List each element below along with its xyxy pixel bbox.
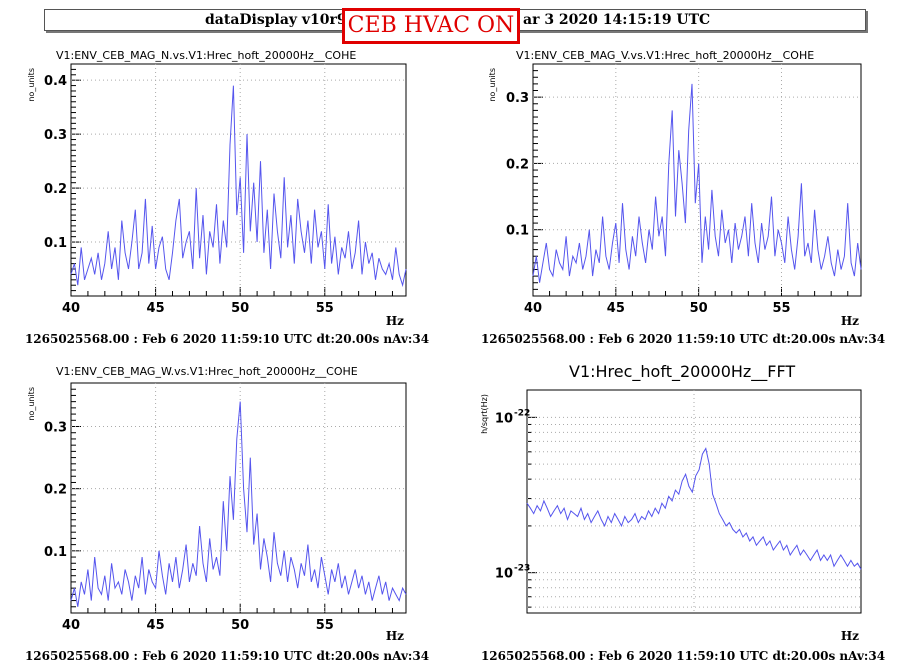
time-stamp-footer: 1265025568.00 : Feb 6 2020 11:59:10 UTC …	[481, 649, 885, 663]
x-tick-label: 55	[772, 301, 790, 316]
y-tick-label: 0.1	[44, 545, 67, 560]
y-tick-label: 0.3	[506, 91, 529, 106]
x-tick-label: 50	[231, 301, 249, 316]
y-tick-label: 0.2	[44, 182, 67, 197]
plot-title: V1:ENV_CEB_MAG_V.vs.V1:Hrec_hoft_20000Hz…	[516, 49, 814, 62]
y-tick-label: 0.2	[44, 483, 67, 498]
y-tick-label-base: 10	[495, 411, 513, 426]
hvac-status-stamp: CEB HVAC ON	[342, 8, 520, 44]
y-tick-label-base: 10	[495, 567, 513, 582]
y-tick-label-exponent: -23	[514, 564, 530, 574]
x-tick-label: 45	[607, 301, 625, 316]
x-axis-unit: Hz	[386, 314, 404, 328]
y-tick-label: 0.2	[506, 157, 529, 172]
y-tick-label-exponent: -22	[514, 408, 530, 418]
x-tick-label: 40	[62, 618, 80, 633]
y-tick-label: 0.4	[44, 74, 67, 89]
x-tick-label: 40	[524, 301, 542, 316]
x-axis-unit: Hz	[386, 629, 404, 643]
y-tick-label: 0.1	[44, 236, 67, 251]
time-stamp-footer: 1265025568.00 : Feb 6 2020 11:59:10 UTC …	[25, 332, 429, 346]
x-tick-label: 55	[316, 618, 334, 633]
x-tick-label: 55	[316, 301, 334, 316]
series-trace	[70, 85, 407, 288]
y-axis-label: no_units	[27, 68, 36, 102]
chart-panel-3: 40 45 50 55 0.1 0.2 0.3 V1:ENV_CEB_MAG_W.vs.V1:…	[25, 365, 429, 663]
y-axis-label: no_units	[488, 68, 497, 102]
time-stamp-footer: 1265025568.00 : Feb 6 2020 11:59:10 UTC …	[25, 649, 429, 663]
y-axis-label: no_units	[27, 387, 36, 421]
series-trace	[70, 401, 407, 607]
x-axis-unit: Hz	[841, 314, 859, 328]
x-axis-unit: Hz	[841, 629, 859, 643]
y-tick-label: 0.1	[506, 224, 529, 239]
x-tick-label: 50	[231, 618, 249, 633]
x-tick-label: 50	[690, 301, 708, 316]
time-stamp-footer: 1265025568.00 : Feb 6 2020 11:59:10 UTC …	[481, 332, 885, 346]
y-tick-label: 0.3	[44, 128, 67, 143]
chart-panel-1: 40 45 50 55 0.1 0.2 0.3 0.4 V1:ENV_CEB_MAG_N.vs.…	[25, 49, 429, 346]
plot-title: V1:ENV_CEB_MAG_W.vs.V1:Hrec_hoft_20000Hz…	[56, 365, 358, 378]
window-title-left: dataDisplay v10r9p2	[205, 12, 367, 28]
plot-title: V1:Hrec_hoft_20000Hz__FFT	[569, 362, 795, 382]
window-title-right: ar 3 2020 14:15:19 UTC	[523, 12, 711, 28]
x-tick-label: 45	[147, 618, 165, 633]
series-trace	[526, 447, 862, 570]
x-tick-label: 40	[62, 301, 80, 316]
plot-title: V1:ENV_CEB_MAG_N.vs.V1:Hrec_hoft_20000Hz…	[56, 49, 356, 62]
x-tick-label: 45	[147, 301, 165, 316]
plot-frame	[70, 63, 407, 297]
plot-frame	[526, 389, 862, 614]
series-trace	[532, 83, 862, 283]
chart-panel-2: 40 45 50 55 0.1 0.2 0.3 V1:ENV_CEB_MAG_V.vs.V1:…	[481, 49, 885, 346]
y-tick-label: 0.3	[44, 421, 67, 436]
y-axis-label: h/sqrt(Hz)	[480, 394, 489, 434]
